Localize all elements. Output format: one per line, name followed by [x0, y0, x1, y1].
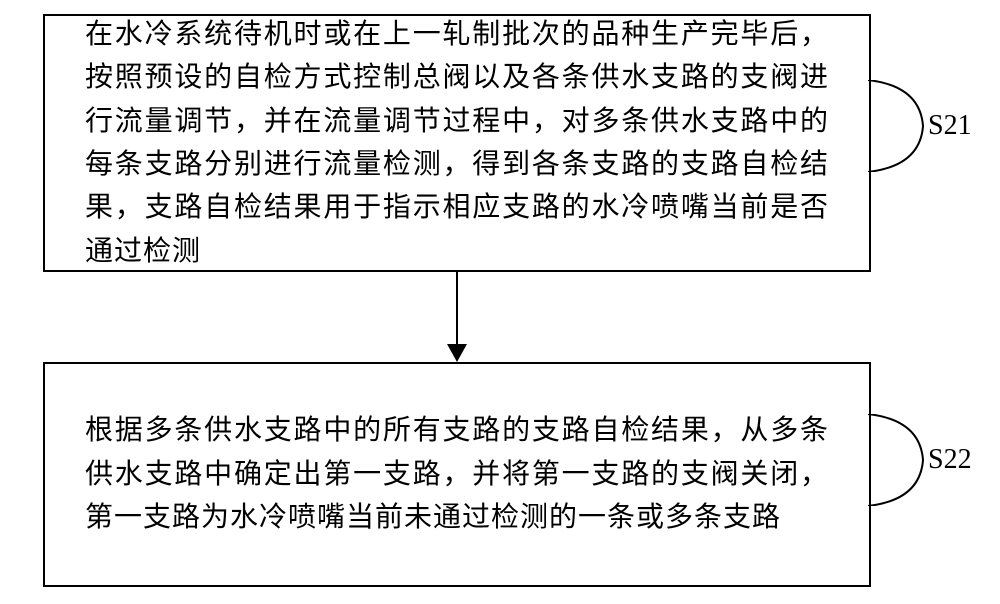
flow-step-s21-label: S21 — [928, 110, 972, 142]
arrow-s21-s22-line — [456, 272, 458, 346]
label-connector-s21 — [868, 80, 928, 172]
flow-step-s22: 根据多条供水支路中的所有支路的支路自检结果，从多条供水支路中确定出第一支路，并将… — [43, 362, 871, 587]
arrow-s21-s22-head — [447, 344, 467, 362]
label-connector-s22 — [868, 414, 928, 506]
flow-step-s21: 在水冷系统待机时或在上一轧制批次的品种生产完毕后，按照预设的自检方式控制总阀以及… — [43, 14, 871, 272]
flow-step-s22-label: S22 — [928, 444, 972, 476]
flow-step-s21-text: 在水冷系统待机时或在上一轧制批次的品种生产完毕后，按照预设的自检方式控制总阀以及… — [85, 13, 829, 273]
flow-step-s22-text: 根据多条供水支路中的所有支路的支路自检结果，从多条供水支路中确定出第一支路，并将… — [85, 409, 829, 539]
flowchart-canvas: { "flowchart": { "type": "flowchart", "b… — [0, 0, 1000, 604]
